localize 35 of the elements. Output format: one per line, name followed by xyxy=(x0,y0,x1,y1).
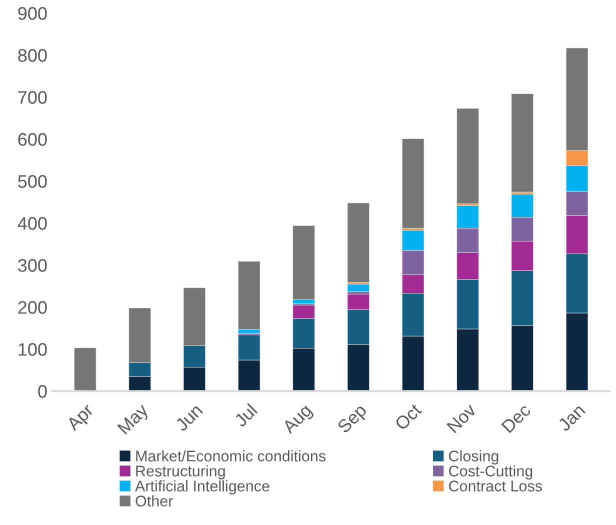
bar xyxy=(511,94,534,192)
bar xyxy=(402,138,424,228)
y-tick-label: 500 xyxy=(18,175,47,188)
y-tick-label: 300 xyxy=(18,259,47,272)
bar xyxy=(292,225,315,300)
y-tick-label: 800 xyxy=(18,49,47,62)
legend-label: Cost-Cutting xyxy=(449,465,532,480)
legend-label: Closing xyxy=(449,450,498,464)
bar xyxy=(456,108,479,204)
legend-label: Contract Loss xyxy=(449,480,542,492)
x-tick-label: May xyxy=(117,402,152,438)
y-tick-label: 400 xyxy=(18,217,47,230)
x-tick-label: Jul xyxy=(232,403,258,428)
legend-label: Market/Economic conditions xyxy=(136,450,326,462)
x-tick-label: Aug xyxy=(282,404,315,437)
y-tick-label: 0 xyxy=(38,385,47,398)
y-tick-label: 600 xyxy=(18,133,47,146)
bar xyxy=(238,261,260,330)
x-tick-label: Sep xyxy=(336,403,370,436)
x-tick-label: Dec xyxy=(501,403,532,434)
x-tick-label: Jan xyxy=(557,404,586,432)
x-tick-label: Jun xyxy=(174,404,204,432)
legend-label: Other xyxy=(136,495,173,506)
x-tick-label: Oct xyxy=(394,402,422,431)
y-tick-label: 100 xyxy=(18,343,47,356)
y-tick-label: 900 xyxy=(18,7,47,20)
bar xyxy=(74,348,96,392)
y-tick-label: 700 xyxy=(18,91,47,104)
x-tick-label: Apr xyxy=(66,402,97,434)
legend-label: Restructuring xyxy=(136,465,225,480)
bar xyxy=(347,284,370,292)
y-tick-label: 200 xyxy=(18,301,47,314)
x-tick-label: Nov xyxy=(446,402,478,434)
bar xyxy=(347,202,370,283)
legend-label: Artificial Intelligence xyxy=(135,480,270,494)
